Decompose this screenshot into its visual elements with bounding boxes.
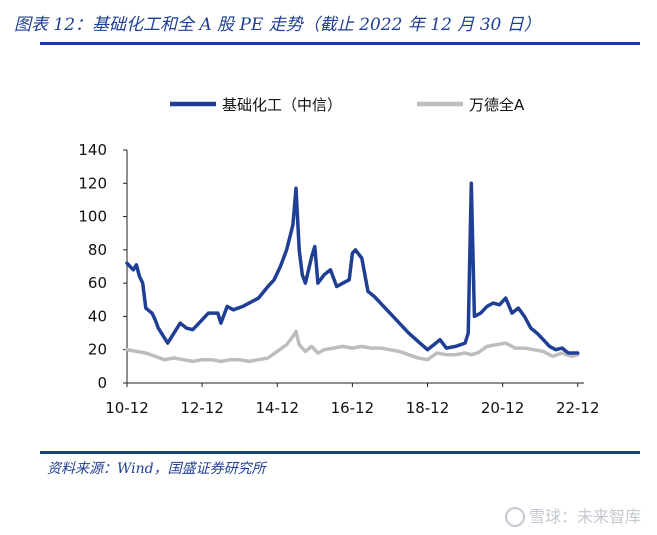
x-tick-label: 16-12 [331, 399, 375, 417]
watermark-text: 雪球：未来智库 [528, 506, 641, 526]
x-tick-label: 18-12 [406, 399, 450, 417]
series-line [125, 329, 580, 364]
watermark: 雪球：未来智库 [504, 503, 641, 527]
y-tick-label: 100 [78, 208, 107, 226]
snowball-logo-icon [504, 507, 525, 527]
y-tick-label: 120 [78, 174, 107, 192]
legend-label: 万德全A [469, 96, 525, 114]
x-tick-label: 22-12 [556, 399, 600, 417]
y-tick-label: 40 [88, 307, 107, 325]
y-tick-label: 0 [97, 374, 107, 392]
y-tick-label: 60 [88, 274, 107, 292]
x-tick-label: 10-12 [105, 399, 149, 417]
legend-label: 基础化工（中信） [222, 96, 342, 114]
source-note: 资料来源：Wind，国盛证券研究所 [47, 461, 266, 477]
y-tick-label: 20 [88, 341, 107, 359]
x-tick-label: 20-12 [481, 399, 525, 417]
x-tick-label: 12-12 [180, 399, 224, 417]
figure-title: 图表 12：基础化工和全 A 股 PE 走势（截止 2022 年 12 月 30… [14, 15, 541, 35]
x-tick-label: 14-12 [255, 399, 299, 417]
source-rule [40, 451, 640, 454]
y-tick-label: 80 [88, 241, 107, 259]
y-tick-label: 140 [78, 141, 107, 159]
series-line [125, 181, 580, 355]
title-rule [40, 42, 640, 45]
